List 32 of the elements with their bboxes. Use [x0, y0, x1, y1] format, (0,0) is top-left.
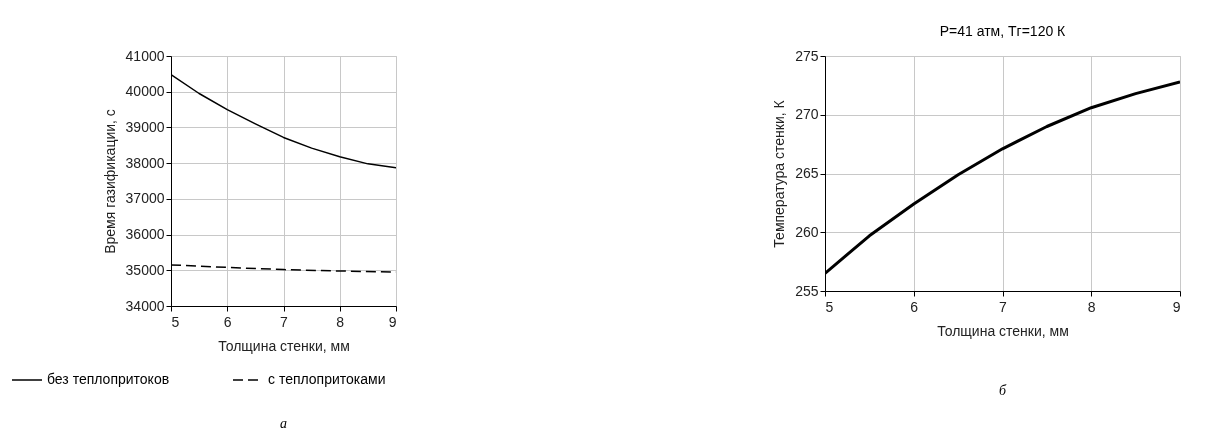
x-tick-label: 5	[171, 313, 180, 330]
y-tick-label: 260	[795, 223, 819, 240]
y-tick-label: 40000	[125, 83, 165, 100]
y-tick-label: 275	[795, 47, 819, 64]
x-tick-label: 8	[336, 313, 345, 330]
y-tick-label: 265	[795, 165, 819, 181]
y-tick-label: 38000	[125, 154, 165, 171]
y-axis-title: Температура стенки, К	[771, 99, 788, 248]
y-tick-label: 39000	[125, 118, 165, 135]
x-tick-label: 6	[223, 313, 232, 330]
y-tick-label: 37000	[125, 190, 165, 207]
text: а	[280, 416, 287, 431]
y-tick-label: 255	[795, 282, 819, 299]
x-tick-label: 9	[388, 313, 397, 330]
y-tick-label: 36000	[125, 226, 165, 243]
x-axis-title: Толщина стенки, мм	[218, 337, 350, 354]
y-tick-label: 35000	[125, 261, 165, 278]
x-tick-label: 9	[1172, 298, 1181, 315]
y-axis-title: Время газификации, с	[101, 109, 118, 254]
text: б	[998, 383, 1007, 398]
x-tick-label: 7	[280, 313, 289, 330]
x-tick-label: 6	[910, 298, 919, 315]
legend-label: без теплопритоков	[47, 371, 170, 387]
y-tick-label: 34000	[125, 297, 165, 314]
x-axis-title: Толщина стенки, мм	[937, 322, 1069, 339]
x-tick-label: 7	[999, 298, 1008, 315]
chart-title: P=41 атм, Tг=120 К	[939, 23, 1067, 39]
y-tick-label: 41000	[125, 47, 165, 64]
legend-label: с теплопритоками	[268, 371, 386, 387]
x-tick-label: 8	[1087, 298, 1096, 315]
x-tick-label: 5	[825, 298, 834, 315]
y-tick-label: 270	[795, 106, 819, 123]
